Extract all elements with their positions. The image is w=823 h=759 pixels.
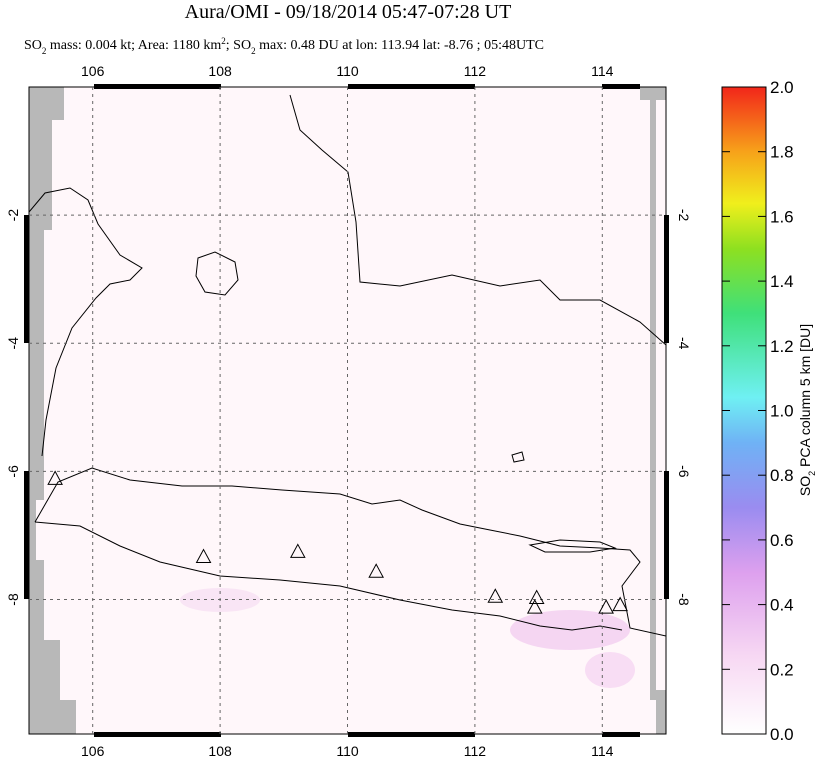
subtitle-part: max: 0.48 DU at lon: 113.94 lat: -8.76 ;… — [256, 38, 544, 53]
colorbar-tick-label: 1.2 — [770, 337, 794, 356]
coastline — [289, 94, 666, 346]
volcano-marker — [487, 588, 504, 603]
coastline — [34, 521, 623, 631]
x-tick-label: 110 — [336, 743, 359, 759]
x-tick-label: 112 — [464, 63, 487, 79]
coastline — [528, 539, 617, 553]
x-tick-label: 114 — [591, 63, 614, 79]
y-tick-label: -2 — [5, 209, 21, 222]
coastline — [29, 187, 143, 457]
subtitle: SO2 mass: 0.004 kt; Area: 1180 km2; SO2 … — [24, 36, 544, 56]
y-tick-label: -6 — [5, 465, 21, 478]
y-tick-label: -2 — [676, 209, 692, 222]
subtitle-part: 2 — [251, 46, 256, 56]
no-data — [640, 87, 666, 734]
colorbar-tick-label: 0.0 — [770, 725, 794, 744]
title: Aura/OMI - 09/18/2014 05:47-07:28 UT — [185, 1, 512, 23]
so2-patch — [585, 652, 635, 688]
subtitle-part: ; SO — [226, 38, 251, 53]
colorbar-label-part: SO — [797, 476, 813, 496]
colorbar-tick-label: 2.0 — [770, 78, 794, 97]
subtitle-part: SO — [24, 38, 42, 53]
volcano-marker — [289, 543, 306, 558]
x-tick-label: 110 — [336, 63, 359, 79]
subtitle-part: mass: 0.004 kt; Area: 1180 km — [46, 38, 221, 53]
colorbar-tick-label: 1.0 — [770, 402, 794, 421]
x-tick-label: 108 — [208, 743, 232, 759]
colorbar-label: SO2 PCA column 5 km [DU] — [797, 324, 817, 496]
colorbar-tick-label: 1.8 — [770, 143, 794, 162]
volcano-marker — [195, 548, 212, 564]
x-tick-label: 106 — [81, 743, 105, 759]
colorbar-tick-label: 0.6 — [770, 531, 794, 550]
x-tick-label: 106 — [81, 63, 105, 79]
volcano-marker — [612, 596, 628, 612]
colorbar-tick-label: 1.4 — [770, 272, 794, 291]
colorbar-tick-label: 0.2 — [770, 660, 794, 679]
coastline — [34, 467, 666, 637]
subtitle-part: 2 — [42, 46, 47, 56]
x-tick-label: 108 — [208, 63, 232, 79]
y-tick-label: -8 — [676, 593, 692, 606]
volcano-marker — [47, 470, 63, 485]
y-tick-label: -4 — [5, 337, 21, 350]
y-tick-label: -4 — [676, 337, 692, 350]
colorbar-tick-label: 0.4 — [770, 596, 794, 615]
colorbar-label-part: PCA column 5 km [DU] — [797, 324, 813, 471]
y-tick-label: -8 — [5, 593, 21, 606]
colorbar-tick-label: 1.6 — [770, 207, 794, 226]
x-tick-label: 112 — [464, 743, 487, 759]
coastline — [511, 451, 525, 463]
colorbar-label-part: 2 — [807, 471, 817, 476]
coastline — [195, 251, 239, 296]
x-tick-label: 114 — [591, 743, 614, 759]
frame-bars — [24, 84, 669, 737]
colorbar-tick-label: 0.8 — [770, 466, 794, 485]
y-tick-label: -6 — [676, 465, 692, 478]
volcano-marker — [598, 599, 614, 614]
volcano-marker — [368, 563, 385, 578]
volcano-marker — [526, 599, 543, 614]
no-data — [29, 87, 76, 734]
subtitle-part: 2 — [221, 36, 226, 46]
